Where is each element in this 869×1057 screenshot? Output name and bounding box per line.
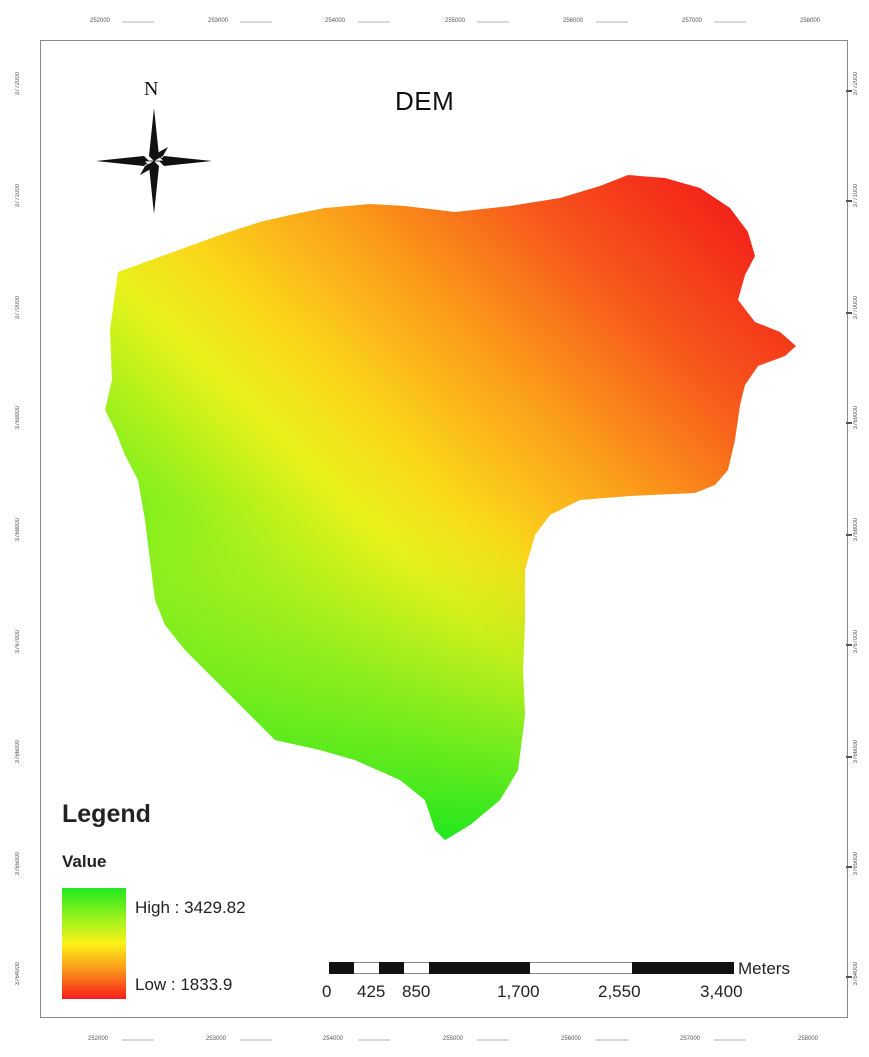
scale-label-3400: 3,400 <box>700 982 743 1001</box>
north-arrow-icon <box>96 108 212 214</box>
tick-bottom-4: 255000 <box>443 1036 464 1042</box>
tick-bottom-2: 253000 <box>206 1036 227 1042</box>
tick-bottom-1: 252000 <box>88 1036 109 1042</box>
legend-color-ramp <box>62 888 126 999</box>
tick-top-6: 257000 <box>682 18 703 24</box>
scale-label-425: 425 <box>357 982 386 1001</box>
tick-top-7: 258000 <box>800 18 821 24</box>
tick-bottom-3: 254000 <box>323 1036 344 1042</box>
legend-low-label: Low : 1833.9 <box>135 975 233 994</box>
legend-title: Legend <box>62 800 151 828</box>
scale-label-850: 850 <box>402 982 431 1001</box>
tick-bottom-7: 258000 <box>798 1036 819 1042</box>
scale-bar <box>329 962 734 974</box>
scale-label-2550: 2,550 <box>598 982 641 1001</box>
map-title: DEM <box>395 86 455 116</box>
scale-label-1700: 1,700 <box>497 982 540 1001</box>
scale-label-0: 0 <box>322 982 332 1001</box>
tick-top-1: 252000 <box>90 18 111 24</box>
tick-top-4: 255000 <box>445 18 466 24</box>
tick-bottom-5: 256000 <box>561 1036 582 1042</box>
tick-bottom-6: 257000 <box>680 1036 701 1042</box>
scale-unit: Meters <box>738 959 790 978</box>
tick-top-3: 254000 <box>325 18 346 24</box>
tick-top-2: 253000 <box>208 18 229 24</box>
tick-top-5: 256000 <box>563 18 584 24</box>
north-label: N <box>144 78 159 100</box>
legend-high-label: High : 3429.82 <box>135 898 246 917</box>
legend-field: Value <box>62 852 107 871</box>
